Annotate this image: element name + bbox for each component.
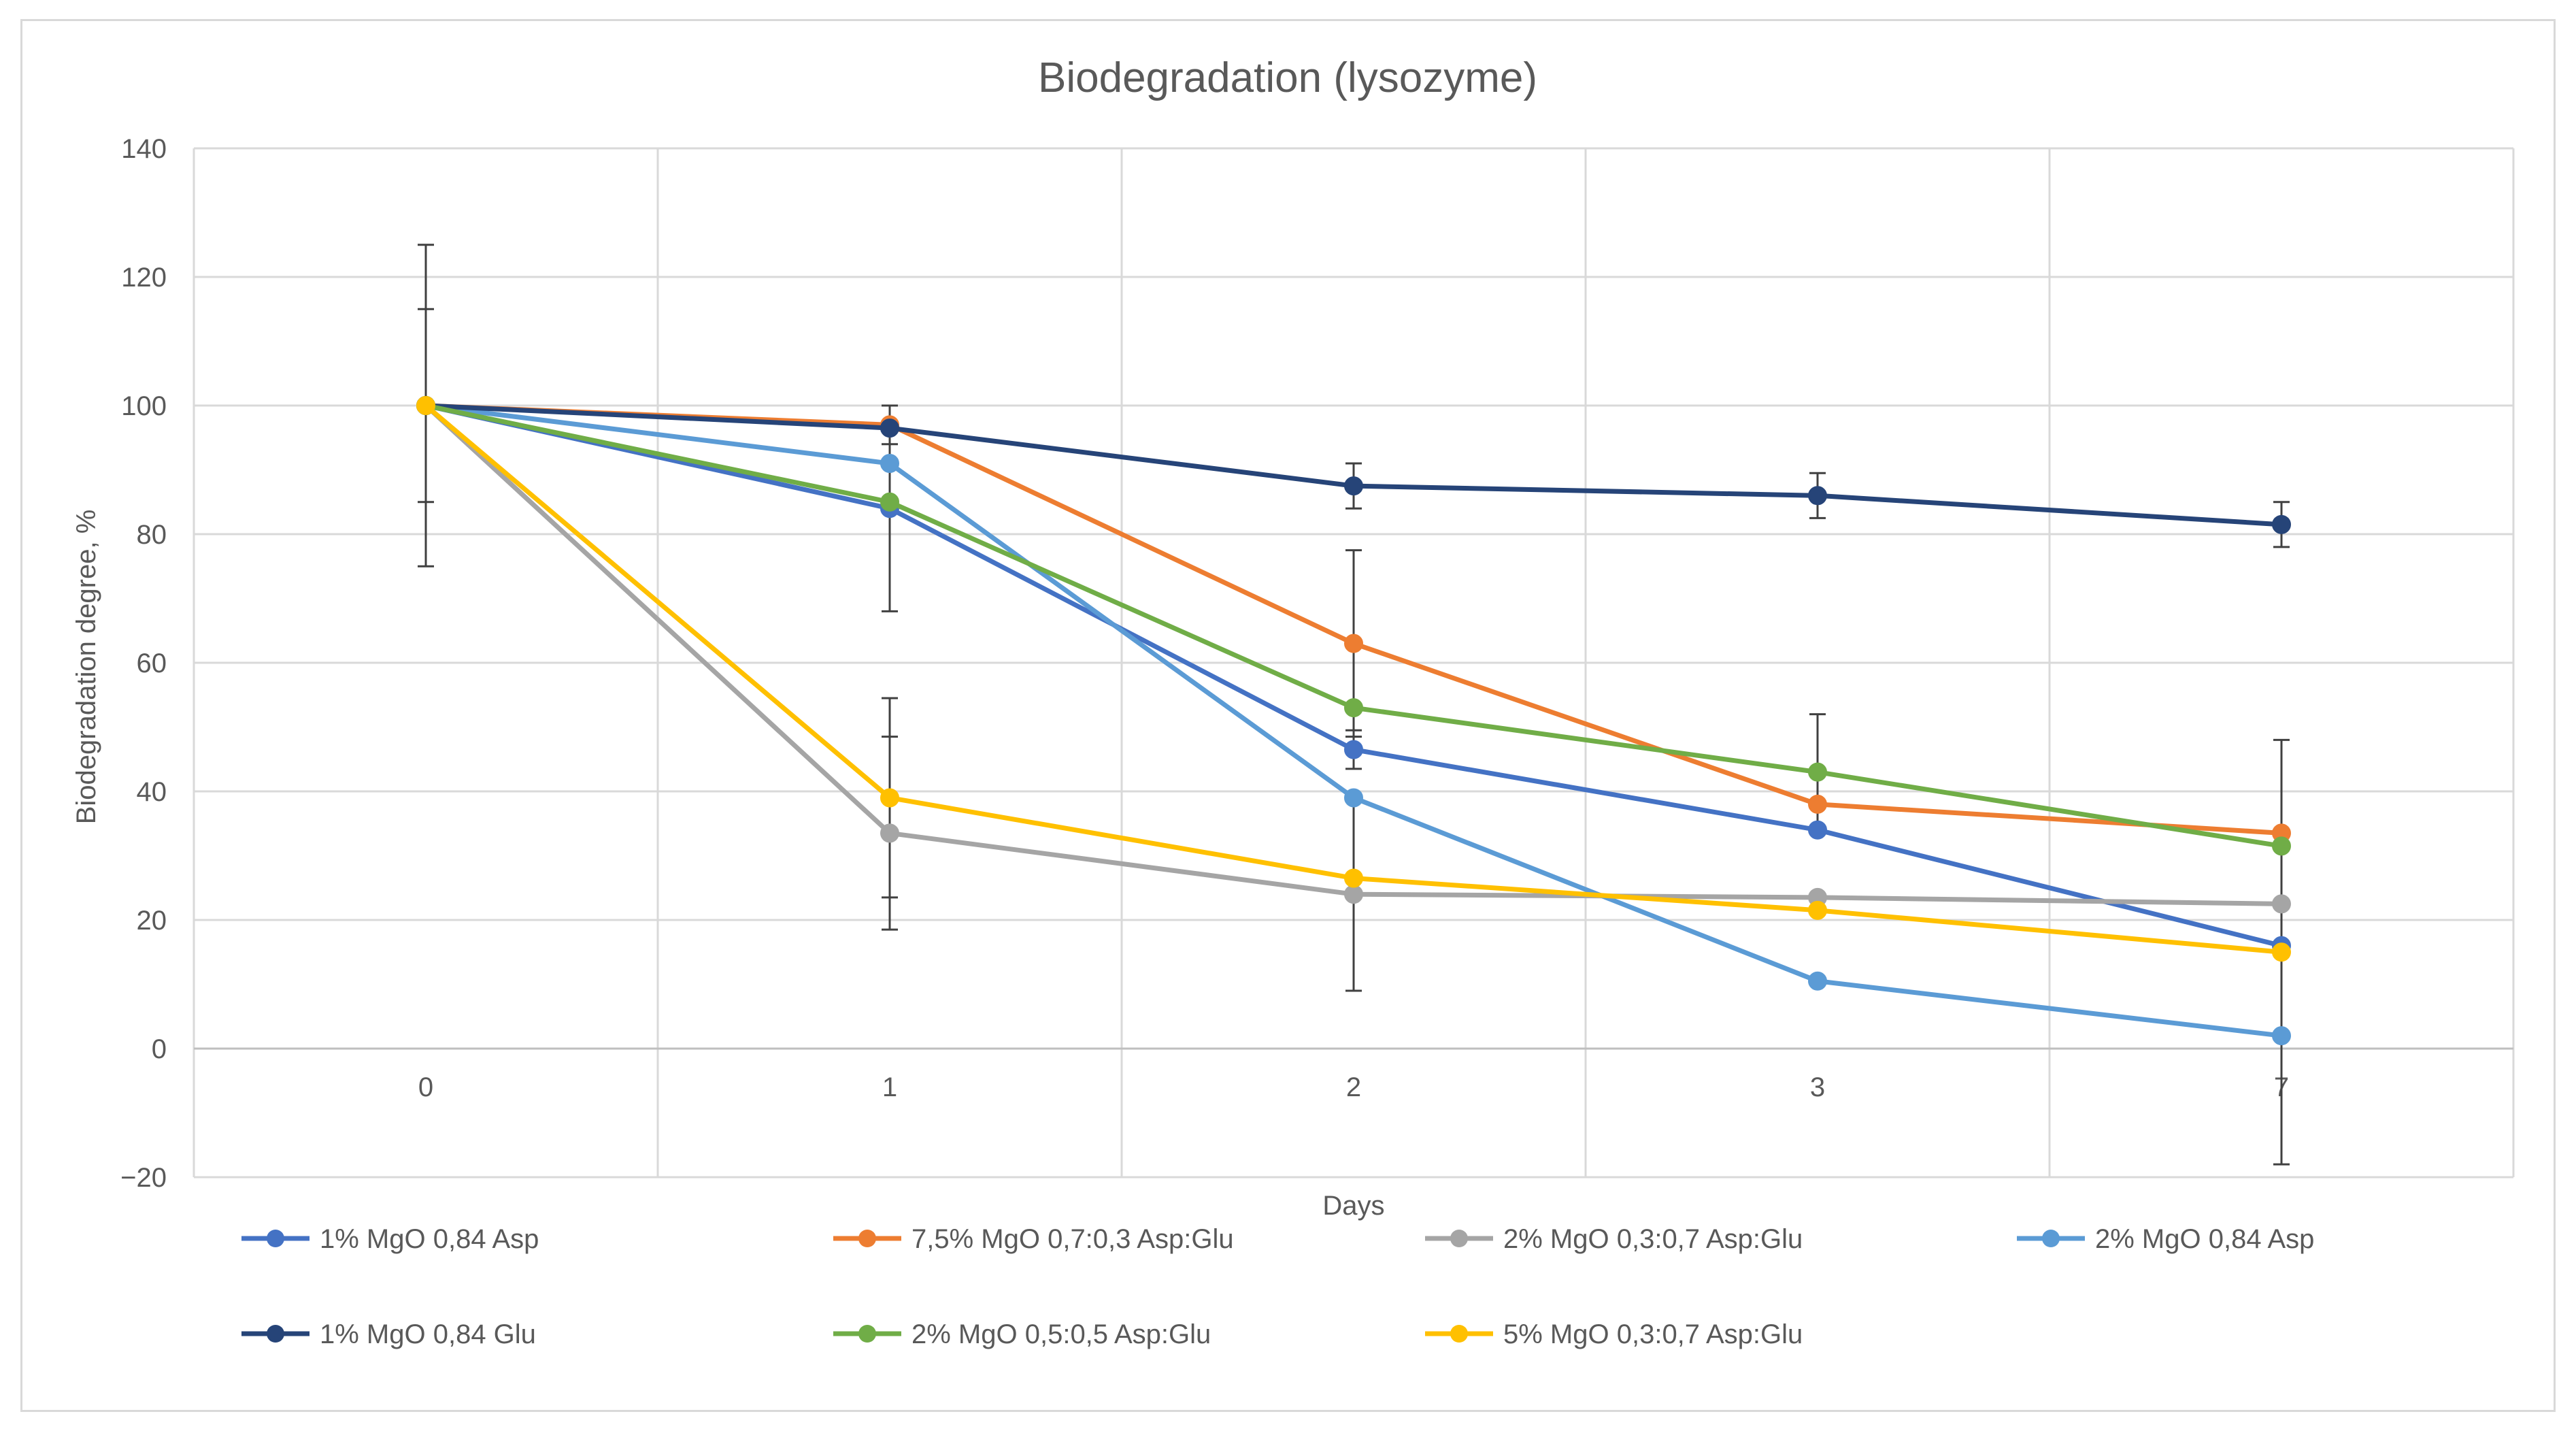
legend-swatch-marker: [1450, 1230, 1468, 1247]
grid-lines: [193, 147, 2515, 1179]
legend-label: 2% MgO 0,84 Asp: [2095, 1224, 2314, 1254]
series-2-point: [1344, 634, 1363, 653]
chart-title: Biodegradation (lysozyme): [1038, 54, 1537, 101]
legend-label: 5% MgO 0,3:0,7 Asp:Glu: [1503, 1319, 1803, 1349]
y-tick-label: 0: [152, 1034, 167, 1064]
y-tick-label: 20: [137, 906, 167, 936]
series-7-point: [1344, 868, 1363, 888]
series-1-point: [1344, 740, 1363, 759]
series-5-point: [1808, 486, 1827, 506]
series-4-point: [1344, 788, 1363, 808]
legend-swatch-marker: [858, 1325, 876, 1343]
series-3-point: [2272, 894, 2291, 914]
series-7-point: [1808, 900, 1827, 920]
series-lines: [416, 396, 2291, 1046]
legend-swatch-marker: [1450, 1325, 1468, 1343]
series-2-point: [1808, 794, 1827, 814]
series-6-point: [1808, 762, 1827, 782]
legend-swatch-marker: [267, 1230, 284, 1247]
y-tick-labels: −20 0 20 40 60 80 100 120 140: [120, 134, 167, 1193]
legend-label: 1% MgO 0,84 Glu: [320, 1319, 536, 1349]
series-4-point: [2272, 1026, 2291, 1046]
x-tick-labels: 01237: [418, 1072, 2289, 1102]
y-tick-label: 60: [137, 648, 167, 678]
legend-swatch-marker: [267, 1325, 284, 1343]
y-axis-label: Biodegradation degree, %: [71, 510, 101, 825]
x-tick-label: 3: [1810, 1072, 1825, 1102]
series-7-point: [416, 396, 435, 415]
legend-label: 2% MgO 0,3:0,7 Asp:Glu: [1503, 1224, 1803, 1254]
series-3-point: [1344, 885, 1363, 904]
series-1-point: [1808, 820, 1827, 840]
legend-label: 1% MgO 0,84 Asp: [320, 1224, 539, 1254]
series-7-point: [880, 788, 899, 808]
legend-swatch-marker: [858, 1230, 876, 1247]
series-6-point: [880, 492, 899, 512]
series-5-point: [1344, 476, 1363, 496]
y-tick-label: 80: [137, 520, 167, 550]
x-tick-label: 0: [418, 1072, 433, 1102]
legend-label: 2% MgO 0,5:0,5 Asp:Glu: [911, 1319, 1211, 1349]
y-tick-label: 100: [121, 391, 167, 421]
y-tick-label: 140: [121, 134, 167, 164]
series-6-point: [2272, 836, 2291, 856]
series-5-point: [880, 418, 899, 438]
legend-swatch-marker: [2042, 1230, 2060, 1247]
series-7-point: [2272, 942, 2291, 962]
series-6-point: [1344, 698, 1363, 718]
x-tick-label: 1: [882, 1072, 897, 1102]
legend: 1% MgO 0,84 Asp 7,5% MgO 0,7:0,3 Asp:Glu 2…: [241, 1224, 2314, 1349]
x-tick-label: 2: [1346, 1072, 1361, 1102]
y-tick-label: 120: [121, 263, 167, 293]
x-axis-label: Days: [1322, 1191, 1384, 1221]
series-4-point: [1808, 971, 1827, 991]
series-5-point: [2272, 514, 2291, 534]
series-4-point: [880, 454, 899, 474]
y-tick-label: −20: [120, 1163, 167, 1193]
series-3-point: [880, 823, 899, 843]
legend-label: 7,5% MgO 0,7:0,3 Asp:Glu: [911, 1224, 1234, 1254]
y-tick-label: 40: [137, 777, 167, 807]
